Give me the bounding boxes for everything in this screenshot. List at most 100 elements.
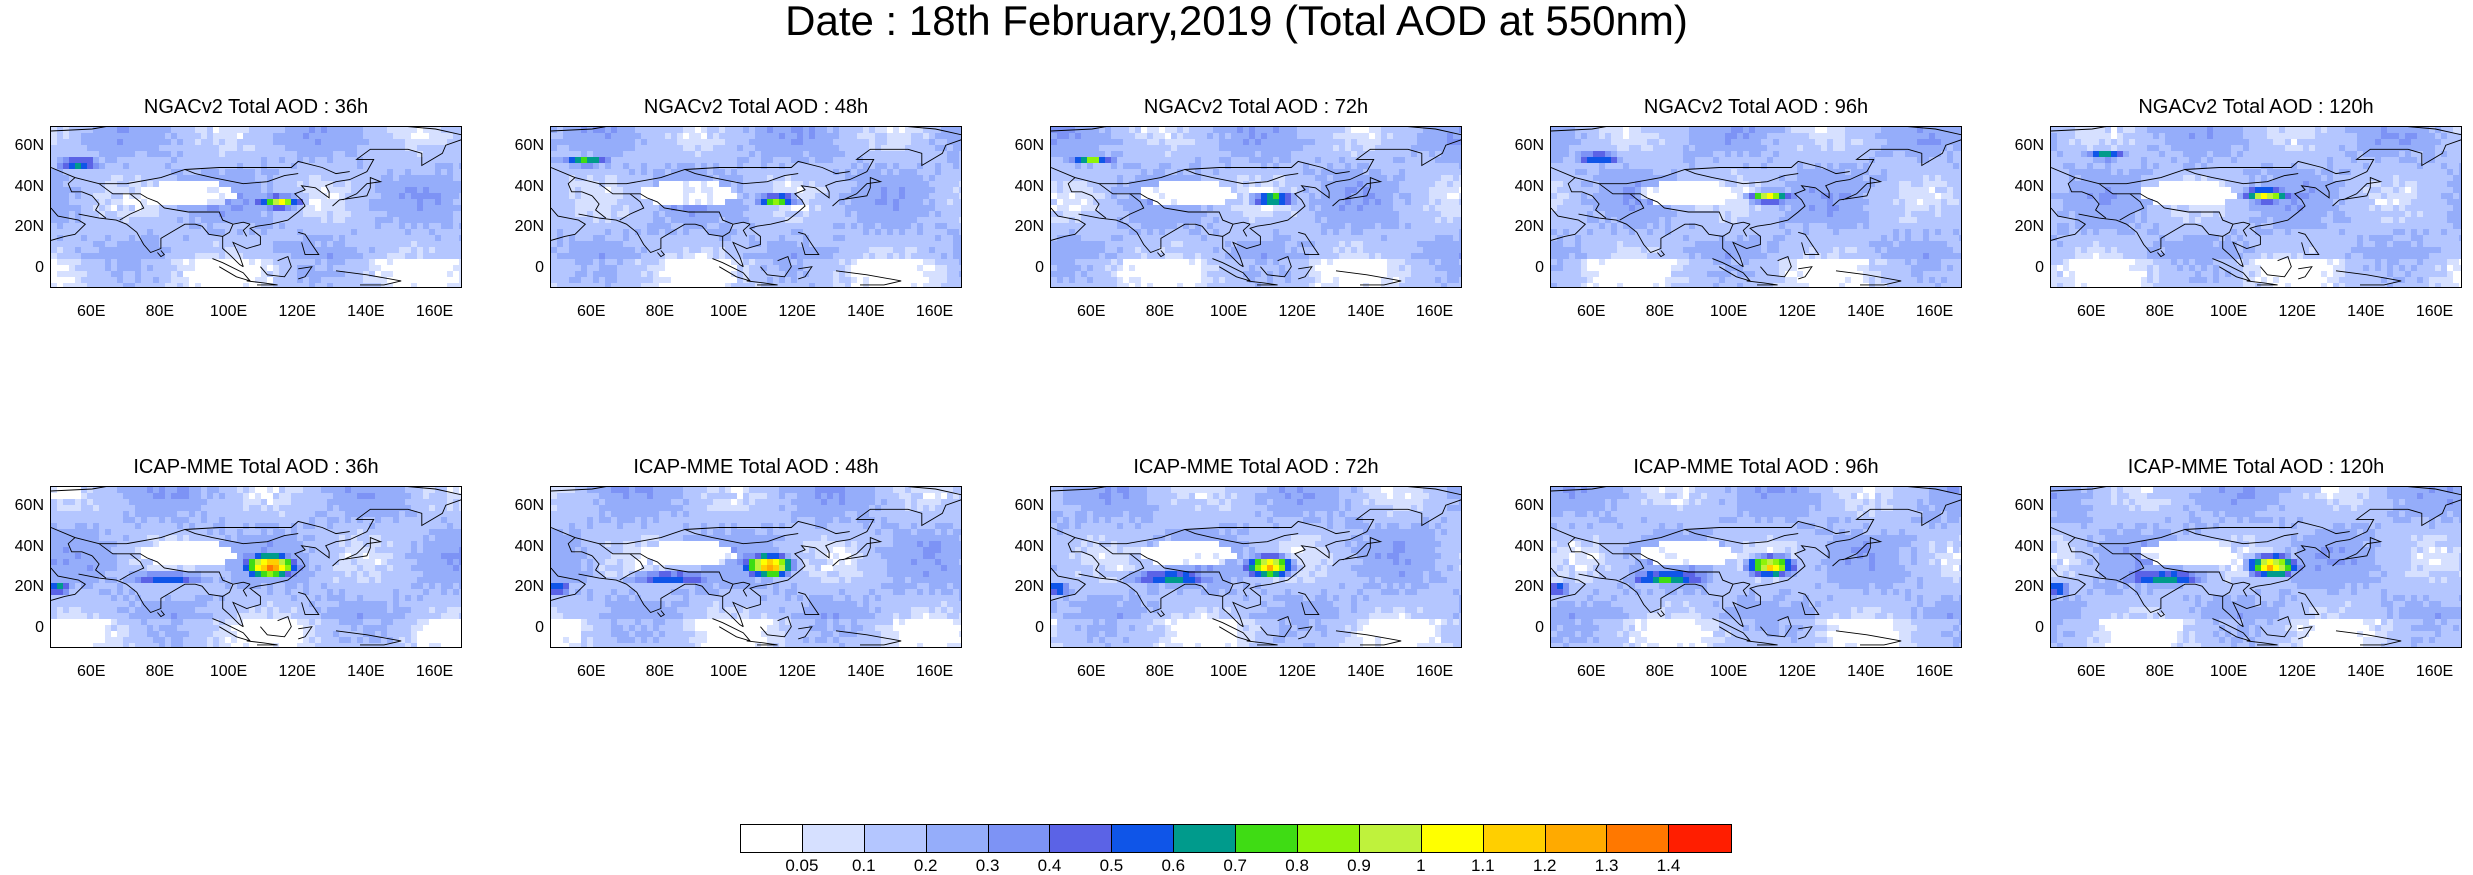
aod-map-panel	[50, 126, 462, 288]
aod-field	[2051, 127, 2462, 288]
longitude-tick-label: 60E	[69, 664, 113, 680]
longitude-tick-label: 100E	[1707, 664, 1751, 680]
longitude-tick-label: 160E	[413, 664, 457, 680]
panel-title: ICAP-MME Total AOD : 96h	[1516, 456, 1996, 478]
longitude-tick-label: 120E	[1775, 304, 1819, 320]
longitude-tick-label: 60E	[2069, 304, 2113, 320]
longitude-tick-label: 140E	[2344, 664, 2388, 680]
latitude-tick-label: 40N	[4, 539, 44, 555]
longitude-tick-label: 120E	[1775, 664, 1819, 680]
colorbar-tick-label: 0.3	[963, 857, 1013, 874]
latitude-tick-label: 60N	[504, 138, 544, 154]
latitude-tick-label: 0	[2004, 260, 2044, 276]
aod-map-panel	[50, 486, 462, 648]
longitude-tick-label: 160E	[1413, 664, 1457, 680]
longitude-tick-label: 120E	[275, 664, 319, 680]
latitude-tick-label: 40N	[1504, 179, 1544, 195]
colorbar-tick-label: 0.6	[1148, 857, 1198, 874]
latitude-tick-label: 20N	[1004, 219, 1044, 235]
latitude-tick-label: 60N	[2004, 138, 2044, 154]
colorbar-swatch	[741, 825, 803, 852]
aod-map-panel	[2050, 126, 2462, 288]
colorbar-swatch	[1236, 825, 1298, 852]
longitude-tick-label: 100E	[1207, 664, 1251, 680]
colorbar-tick-label: 1.1	[1458, 857, 1508, 874]
colorbar-swatch	[1546, 825, 1608, 852]
colorbar-tick-label: 1.3	[1582, 857, 1632, 874]
longitude-tick-label: 80E	[1138, 304, 1182, 320]
longitude-tick-label: 80E	[638, 664, 682, 680]
longitude-tick-label: 100E	[2207, 304, 2251, 320]
latitude-tick-label: 0	[2004, 620, 2044, 636]
latitude-tick-label: 60N	[4, 498, 44, 514]
aod-field	[51, 487, 462, 648]
colorbar-tick-label: 0.05	[777, 857, 827, 874]
colorbar-swatch	[989, 825, 1051, 852]
colorbar-swatch	[927, 825, 989, 852]
aod-field	[1051, 487, 1462, 648]
latitude-tick-label: 60N	[1004, 498, 1044, 514]
longitude-tick-label: 160E	[913, 664, 957, 680]
colorbar-tick-label: 1	[1396, 857, 1446, 874]
latitude-tick-label: 20N	[1004, 579, 1044, 595]
colorbar-swatch	[1174, 825, 1236, 852]
panel-title: ICAP-MME Total AOD : 120h	[2016, 456, 2473, 478]
colorbar-tick-label: 0.1	[839, 857, 889, 874]
colorbar-tick-label: 1.4	[1644, 857, 1694, 874]
longitude-tick-label: 60E	[569, 664, 613, 680]
panel-title: ICAP-MME Total AOD : 72h	[1016, 456, 1496, 478]
latitude-tick-label: 20N	[4, 579, 44, 595]
panel-title: NGACv2 Total AOD : 36h	[16, 96, 496, 118]
colorbar-tick-label: 0.5	[1086, 857, 1136, 874]
longitude-tick-label: 140E	[1344, 304, 1388, 320]
longitude-tick-label: 140E	[1844, 664, 1888, 680]
longitude-tick-label: 160E	[413, 304, 457, 320]
longitude-tick-label: 100E	[707, 304, 751, 320]
aod-field	[1551, 487, 1962, 648]
colorbar-tick-label: 0.4	[1025, 857, 1075, 874]
longitude-tick-label: 140E	[844, 664, 888, 680]
longitude-tick-label: 80E	[2138, 304, 2182, 320]
aod-field	[51, 127, 462, 288]
longitude-tick-label: 80E	[1638, 664, 1682, 680]
latitude-tick-label: 60N	[1504, 138, 1544, 154]
longitude-tick-label: 60E	[69, 304, 113, 320]
figure-title: Date : 18th February,2019 (Total AOD at …	[0, 0, 2473, 42]
latitude-tick-label: 60N	[4, 138, 44, 154]
latitude-tick-label: 20N	[2004, 579, 2044, 595]
panel-title: ICAP-MME Total AOD : 36h	[16, 456, 496, 478]
latitude-tick-label: 60N	[504, 498, 544, 514]
longitude-tick-label: 80E	[138, 664, 182, 680]
longitude-tick-label: 100E	[207, 304, 251, 320]
longitude-tick-label: 100E	[707, 664, 751, 680]
latitude-tick-label: 20N	[2004, 219, 2044, 235]
latitude-tick-label: 20N	[504, 579, 544, 595]
longitude-tick-label: 120E	[775, 304, 819, 320]
panel-title: NGACv2 Total AOD : 48h	[516, 96, 996, 118]
latitude-tick-label: 0	[1004, 620, 1044, 636]
colorbar-tick-label: 0.8	[1272, 857, 1322, 874]
latitude-tick-label: 40N	[1504, 539, 1544, 555]
latitude-tick-label: 40N	[1004, 539, 1044, 555]
aod-field	[551, 127, 962, 288]
longitude-tick-label: 120E	[2275, 664, 2319, 680]
latitude-tick-label: 60N	[2004, 498, 2044, 514]
colorbar-tick-label: 0.9	[1334, 857, 1384, 874]
longitude-tick-label: 140E	[1344, 664, 1388, 680]
aod-map-panel	[550, 486, 962, 648]
longitude-tick-label: 120E	[1275, 304, 1319, 320]
colorbar-swatch	[865, 825, 927, 852]
latitude-tick-label: 40N	[2004, 539, 2044, 555]
longitude-tick-label: 160E	[2413, 304, 2457, 320]
latitude-tick-label: 40N	[2004, 179, 2044, 195]
longitude-tick-label: 60E	[1569, 664, 1613, 680]
colorbar-swatch	[803, 825, 865, 852]
longitude-tick-label: 160E	[913, 304, 957, 320]
latitude-tick-label: 0	[504, 260, 544, 276]
colorbar-swatch	[1050, 825, 1112, 852]
aod-map-panel	[1050, 486, 1462, 648]
latitude-tick-label: 60N	[1004, 138, 1044, 154]
latitude-tick-label: 20N	[4, 219, 44, 235]
latitude-tick-label: 40N	[504, 539, 544, 555]
colorbar	[740, 824, 1732, 853]
